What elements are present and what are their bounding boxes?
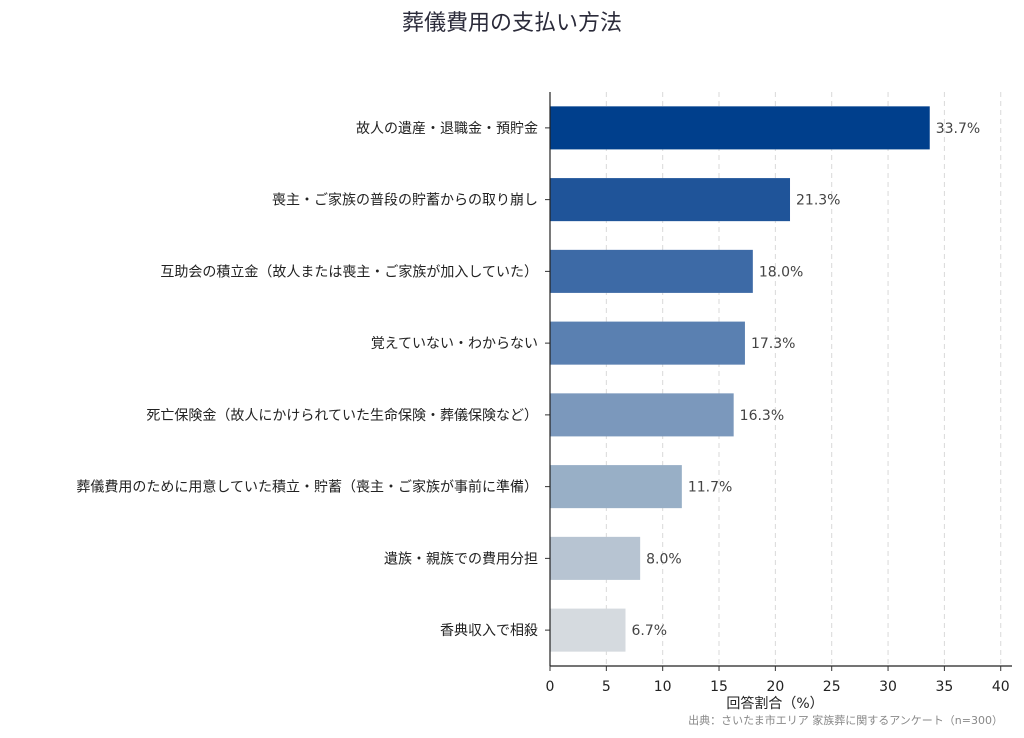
x-axis-label: 回答割合（%） xyxy=(726,695,823,712)
bar xyxy=(550,393,734,437)
category-label: 喪主・ご家族の普段の貯蓄からの取り崩し xyxy=(272,192,538,209)
bar-value-label: 6.7% xyxy=(631,623,667,639)
bar-value-label: 11.7% xyxy=(688,480,732,496)
bar-value-label: 8.0% xyxy=(646,551,682,567)
source-note: 出典：さいたま市エリア 家族葬に関するアンケート（n=300） xyxy=(688,713,1003,727)
bar-value-label: 33.7% xyxy=(936,121,980,137)
x-tick-label: 10 xyxy=(654,679,672,695)
bar xyxy=(550,608,626,652)
x-tick-label: 20 xyxy=(766,679,784,695)
bar xyxy=(550,106,930,150)
category-label: 故人の遺産・退職金・預貯金 xyxy=(356,121,538,137)
category-label: 葬儀費用のために用意していた積立・貯蓄（喪主・ご家族が事前に準備） xyxy=(76,479,538,496)
bar xyxy=(550,536,641,580)
x-ticks: 0 5 10 15 20 25 30 35 40 xyxy=(546,666,1010,695)
category-label: 覚えていない・わからない xyxy=(371,336,538,352)
bar-value-label: 17.3% xyxy=(751,336,795,352)
category-label: 死亡保険金（故人にかけられていた生命保険・葬儀保険など） xyxy=(146,407,538,424)
bar xyxy=(550,178,791,222)
bar-value-label: 18.0% xyxy=(759,264,803,280)
category-label: 互助会の積立金（故人または喪主・ご家族が加入していた） xyxy=(160,263,538,280)
x-tick-label: 0 xyxy=(546,679,555,695)
x-tick-label: 40 xyxy=(992,679,1010,695)
x-tick-label: 25 xyxy=(823,679,841,695)
chart-title: 葬儀費用の支払い方法 xyxy=(402,11,622,36)
bar xyxy=(550,465,682,509)
bar xyxy=(550,249,753,293)
category-label: 香典収入で相殺 xyxy=(440,623,538,639)
x-tick-label: 35 xyxy=(935,679,953,695)
bar-value-label: 16.3% xyxy=(740,408,784,424)
x-tick-label: 5 xyxy=(602,679,611,695)
category-label: 遺族・親族での費用分担 xyxy=(384,551,538,567)
bar-value-label: 21.3% xyxy=(796,193,840,209)
x-tick-label: 15 xyxy=(710,679,728,695)
bars-group xyxy=(550,106,930,652)
labels-group: 33.7% 故人の遺産・退職金・預貯金 21.3% 喪主・ご家族の普段の貯蓄からの取り… xyxy=(76,121,980,639)
axes-group xyxy=(549,92,1012,667)
x-tick-label: 30 xyxy=(879,679,897,695)
bar xyxy=(550,321,745,365)
